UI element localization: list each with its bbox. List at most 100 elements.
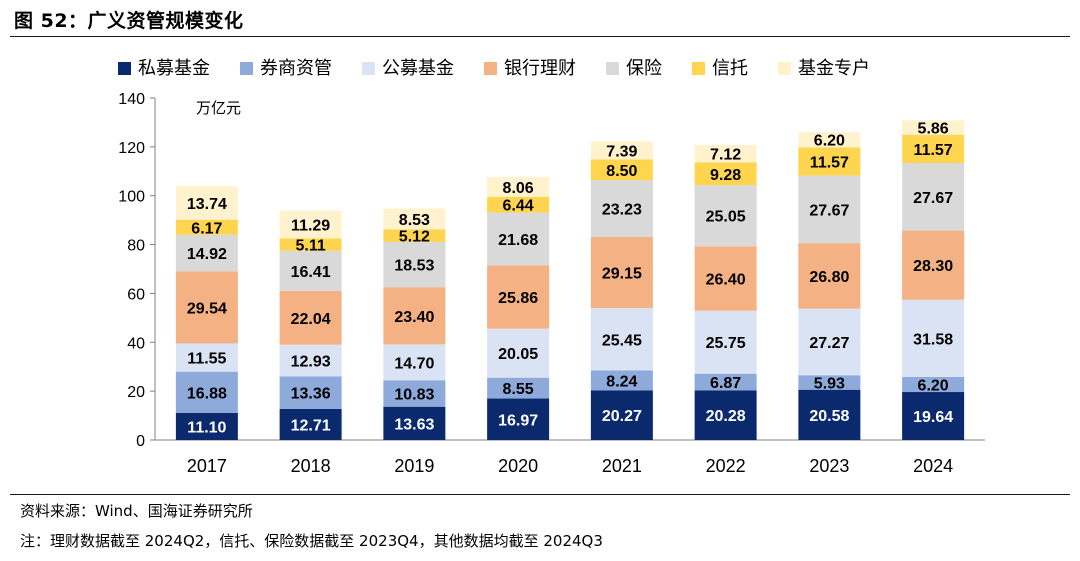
data-label: 25.75 bbox=[706, 335, 746, 352]
data-label: 27.27 bbox=[809, 335, 849, 352]
x-tick-label: 2017 bbox=[187, 456, 227, 476]
data-label: 5.12 bbox=[399, 229, 430, 246]
bar-segment bbox=[902, 299, 965, 377]
data-label: 13.74 bbox=[187, 196, 227, 213]
data-label: 25.86 bbox=[498, 290, 538, 307]
bar-segment bbox=[902, 120, 965, 135]
data-label: 12.71 bbox=[291, 417, 331, 434]
data-label: 6.20 bbox=[918, 377, 949, 394]
y-tick-label: 0 bbox=[136, 433, 145, 450]
bar-segment bbox=[590, 141, 653, 160]
legend-swatch bbox=[118, 62, 131, 75]
figure-title: 图 52：广义资管规模变化 bbox=[14, 10, 244, 32]
footnote: 注：理财数据截至 2024Q2，信托、保险数据截至 2023Q4，其他数据均截至… bbox=[20, 532, 603, 550]
data-label: 8.06 bbox=[503, 180, 534, 197]
bar-segment bbox=[902, 230, 965, 300]
bar-segment bbox=[175, 371, 238, 413]
bar-segment bbox=[487, 177, 550, 197]
y-tick-label: 100 bbox=[118, 189, 145, 206]
data-label: 5.11 bbox=[295, 238, 325, 255]
bar-segment bbox=[590, 390, 653, 440]
bar-segment bbox=[694, 310, 757, 374]
bar-segment bbox=[902, 376, 965, 393]
bar-segment bbox=[175, 219, 238, 235]
data-label: 6.17 bbox=[191, 220, 222, 237]
data-label: 19.64 bbox=[913, 409, 953, 426]
data-label: 7.12 bbox=[710, 147, 741, 164]
bar-segment bbox=[694, 145, 757, 163]
data-label: 16.97 bbox=[498, 412, 538, 429]
bar-segment bbox=[487, 265, 550, 329]
data-label: 20.28 bbox=[706, 408, 746, 425]
x-tick-label: 2023 bbox=[809, 456, 849, 476]
data-label: 23.23 bbox=[602, 202, 642, 219]
legend-swatch bbox=[240, 62, 253, 75]
bar-segment bbox=[383, 406, 446, 440]
x-tick-label: 2021 bbox=[602, 456, 642, 476]
data-label: 27.67 bbox=[913, 190, 953, 207]
bar-segment bbox=[279, 210, 342, 239]
data-label: 12.93 bbox=[291, 354, 331, 371]
bar-segment bbox=[383, 380, 446, 407]
data-label: 8.55 bbox=[503, 381, 534, 398]
y-tick-label: 120 bbox=[118, 140, 145, 157]
x-tick-label: 2022 bbox=[706, 456, 746, 476]
legend-swatch bbox=[606, 62, 619, 75]
bar-segment bbox=[798, 375, 861, 390]
bar-segment bbox=[175, 186, 238, 220]
data-label: 5.93 bbox=[814, 375, 845, 392]
data-label: 31.58 bbox=[913, 331, 953, 348]
bar-segment bbox=[383, 287, 446, 345]
x-tick-label: 2018 bbox=[291, 456, 331, 476]
x-tick-label: 2019 bbox=[394, 456, 434, 476]
data-label: 8.24 bbox=[606, 373, 637, 390]
bar-segment bbox=[487, 377, 550, 399]
data-label: 27.67 bbox=[809, 202, 849, 219]
y-tick-label: 40 bbox=[127, 335, 145, 352]
data-label: 11.55 bbox=[187, 351, 226, 368]
bar-segment bbox=[694, 162, 757, 186]
bar-segment bbox=[798, 243, 861, 309]
data-label: 16.41 bbox=[291, 264, 331, 281]
bar-segment bbox=[487, 212, 550, 266]
data-label: 20.05 bbox=[498, 346, 538, 363]
data-label: 6.87 bbox=[710, 375, 741, 392]
y-tick-label: 60 bbox=[127, 286, 145, 303]
legend-label: 基金专户 bbox=[798, 58, 870, 79]
bar-segment bbox=[487, 196, 550, 213]
title-rule bbox=[10, 36, 1070, 37]
bar-segment bbox=[175, 234, 238, 272]
bar-segment bbox=[694, 246, 757, 311]
data-label: 26.40 bbox=[706, 272, 746, 289]
data-label: 13.36 bbox=[291, 386, 331, 403]
data-label: 6.20 bbox=[814, 133, 845, 150]
bar-segment bbox=[175, 412, 238, 440]
x-tick-label: 2024 bbox=[913, 456, 953, 476]
legend-label: 信托 bbox=[712, 58, 748, 79]
bar-segment bbox=[383, 208, 446, 230]
data-label: 29.15 bbox=[602, 266, 642, 283]
data-label: 23.40 bbox=[394, 309, 434, 326]
bar-segment bbox=[798, 132, 861, 148]
source-rule bbox=[10, 494, 1070, 495]
bar-segment bbox=[902, 134, 965, 164]
data-label: 13.63 bbox=[394, 416, 434, 433]
bar-segment bbox=[590, 180, 653, 237]
bar-segment bbox=[590, 308, 653, 371]
bar-segment bbox=[590, 236, 653, 309]
bar-segment bbox=[798, 308, 861, 376]
y-tick-label: 20 bbox=[127, 384, 145, 401]
bar-segment bbox=[694, 185, 757, 247]
source-note: 资料来源：Wind、国海证券研究所 bbox=[20, 502, 253, 520]
legend-swatch bbox=[362, 62, 375, 75]
data-label: 7.39 bbox=[606, 143, 637, 160]
legend-label: 券商资管 bbox=[260, 58, 332, 79]
y-tick-label: 140 bbox=[118, 91, 145, 108]
legend-swatch bbox=[778, 62, 791, 75]
data-label: 21.68 bbox=[498, 232, 538, 249]
legend-label: 银行理财 bbox=[504, 58, 576, 79]
bar-segment bbox=[798, 389, 861, 440]
bar-segment bbox=[590, 159, 653, 181]
data-label: 14.70 bbox=[394, 355, 434, 372]
